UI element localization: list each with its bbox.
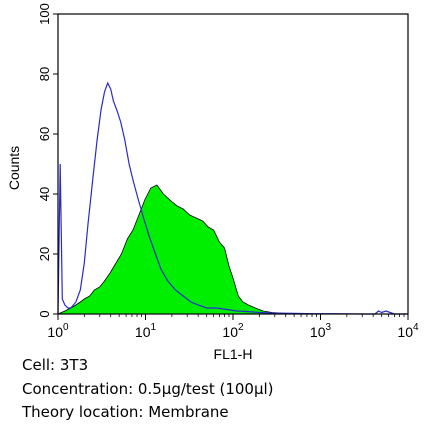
x-tick-label: 101 <box>135 322 157 340</box>
plot-frame <box>57 13 409 315</box>
histogram-filled-series <box>57 184 408 315</box>
x-tick-label: 102 <box>222 322 244 340</box>
x-tick-exponent: 3 <box>326 322 332 333</box>
y-tick-label: 20 <box>37 247 52 261</box>
y-tick-label: 100 <box>37 3 52 25</box>
x-tick-label: 103 <box>310 322 332 340</box>
caption-concentration: Concentration: 0.5µg/test (100µl) <box>22 380 274 398</box>
x-tick-exponent: 0 <box>63 322 69 333</box>
x-tick-exponent: 1 <box>151 322 157 333</box>
x-axis-label: FL1-H <box>214 346 253 362</box>
y-axis-label: Counts <box>6 146 22 190</box>
y-tick-label: 0 <box>37 310 52 317</box>
y-tick-label: 60 <box>37 127 52 141</box>
caption-cell: Cell: 3T3 <box>22 356 89 374</box>
y-tick-label: 40 <box>37 187 52 201</box>
caption-location: Theory location: Membrane <box>22 403 229 421</box>
plot-area <box>57 81 408 315</box>
x-tick-exponent: 2 <box>238 322 244 333</box>
y-tick-label: 80 <box>37 67 52 81</box>
x-tick-label: 104 <box>397 322 419 340</box>
x-tick-label: 100 <box>47 322 69 340</box>
x-tick-exponent: 4 <box>413 322 419 333</box>
